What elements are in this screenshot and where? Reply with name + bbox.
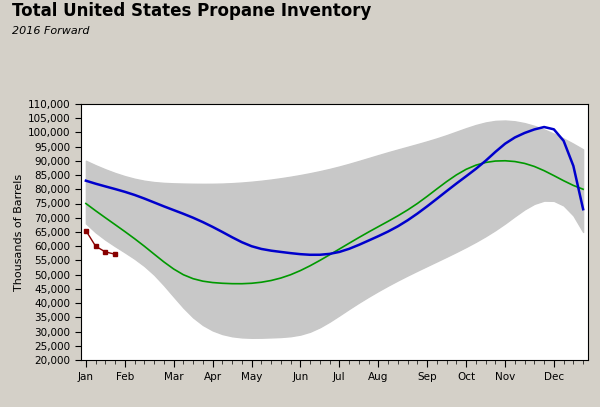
Text: Total United States Propane Inventory: Total United States Propane Inventory: [12, 2, 371, 20]
Text: 2016 Forward: 2016 Forward: [12, 26, 89, 37]
Y-axis label: Thousands of Barrels: Thousands of Barrels: [14, 173, 24, 291]
